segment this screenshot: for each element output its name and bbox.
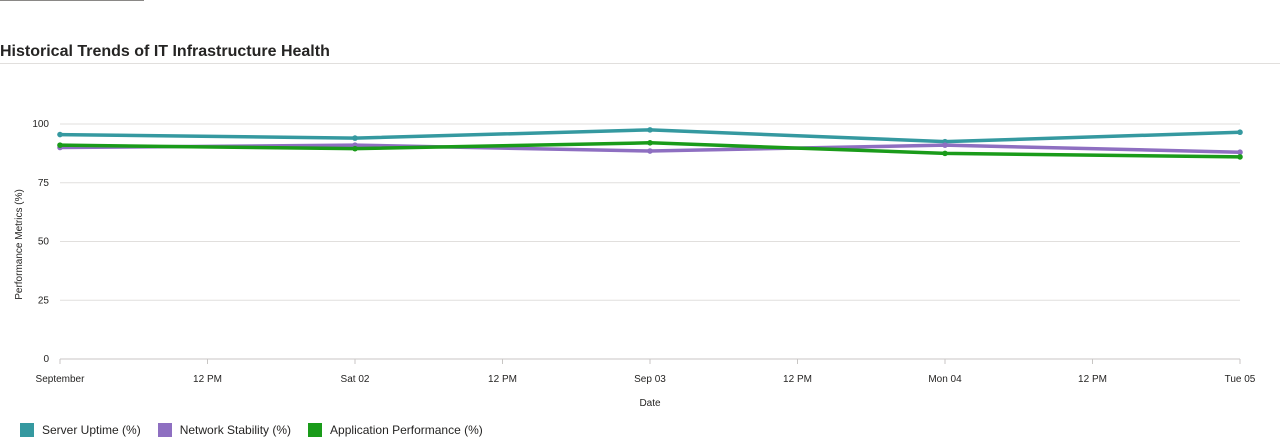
data-point[interactable]: [57, 142, 63, 148]
line-chart: 0 25 50 75 100 September 12 PM Sat 02 12 PM Sep 0…: [14, 119, 1256, 409]
data-point[interactable]: [942, 142, 948, 148]
legend-swatch: [20, 423, 34, 437]
legend-item-server-uptime[interactable]: Server Uptime (%): [20, 423, 141, 437]
legend-item-network-stability[interactable]: Network Stability (%): [157, 423, 292, 437]
data-point[interactable]: [57, 131, 63, 138]
axes: 0 25 50 75 100 September 12 PM Sat 02 12 PM Sep 0…: [32, 119, 1256, 385]
x-tick-label: Sep 03: [634, 374, 666, 385]
y-tick-label: 0: [43, 354, 49, 365]
chart-legend: Server Uptime (%) Network Stability (%) …: [20, 423, 500, 437]
y-tick-label: 50: [38, 237, 50, 248]
legend-label: Server Uptime (%): [42, 423, 141, 437]
x-tick-label: 12 PM: [193, 374, 222, 385]
data-point[interactable]: [352, 145, 358, 152]
data-point[interactable]: [1237, 129, 1243, 136]
data-point[interactable]: [352, 135, 358, 141]
x-tick-label: 12 PM: [783, 374, 812, 385]
x-tick-label: Sat 02: [341, 374, 370, 385]
x-tick-label: Mon 04: [928, 374, 962, 385]
chart-title: Historical Trends of IT Infrastructure H…: [0, 43, 330, 60]
grid-lines: [60, 123, 1240, 360]
data-point[interactable]: [942, 150, 948, 157]
y-tick-label: 75: [38, 178, 50, 189]
legend-item-application-performance[interactable]: Application Performance (%): [308, 423, 483, 437]
title-divider: [0, 63, 1280, 64]
legend-label: Application Performance (%): [330, 423, 483, 437]
data-point[interactable]: [647, 148, 653, 154]
y-tick-label: 25: [38, 295, 50, 306]
data-point[interactable]: [647, 127, 653, 133]
legend-label: Network Stability (%): [179, 423, 292, 437]
data-point[interactable]: [647, 140, 653, 146]
data-point[interactable]: [1237, 149, 1243, 155]
x-tick-label: 12 PM: [1078, 374, 1107, 385]
x-tick-label: 12 PM: [488, 374, 517, 385]
legend-swatch: [308, 423, 323, 437]
x-axis-title: Date: [639, 398, 661, 409]
top-tab-indicator: [0, 0, 144, 1]
series-lines: [57, 127, 1243, 160]
x-tick-label: September: [36, 374, 86, 385]
legend-swatch: [157, 423, 172, 437]
x-tick-label: Tue 05: [1225, 374, 1256, 385]
data-point[interactable]: [1237, 154, 1243, 160]
y-axis-title: Performance Metrics (%): [14, 189, 25, 300]
y-tick-label: 100: [32, 119, 49, 130]
